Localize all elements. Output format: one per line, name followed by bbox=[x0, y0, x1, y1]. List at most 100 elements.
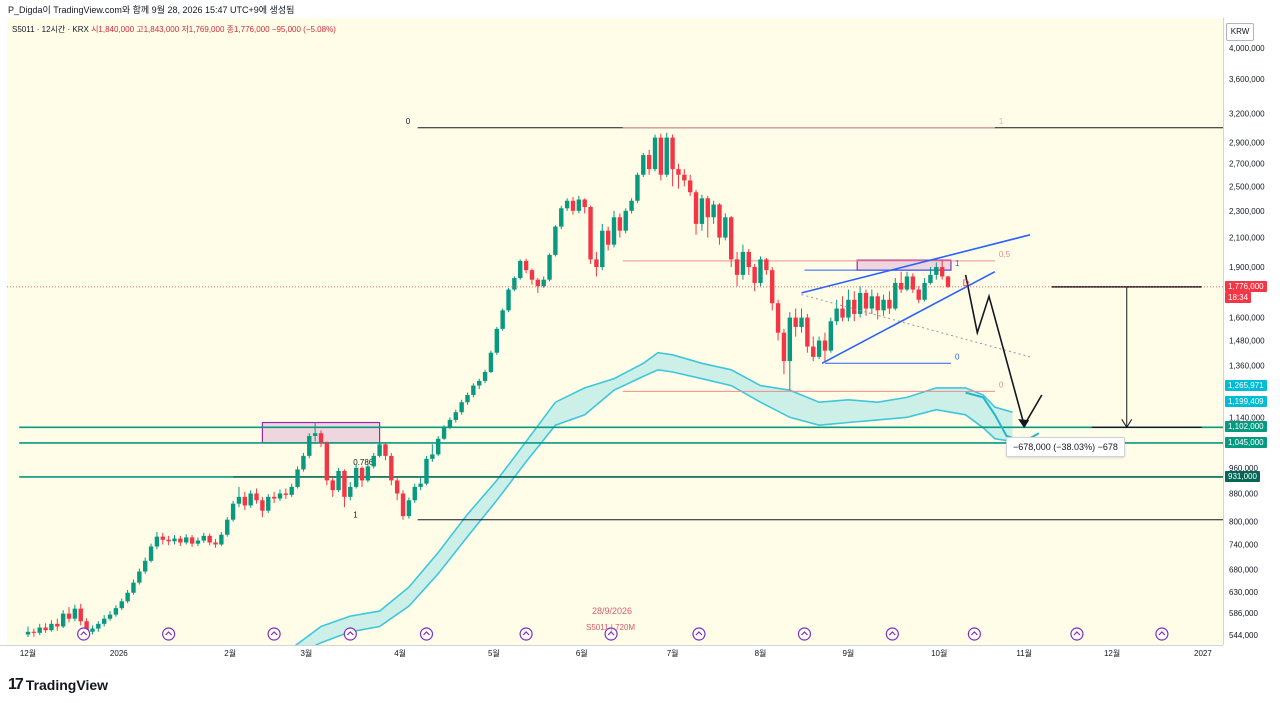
candle-body-7 bbox=[66, 613, 72, 619]
price-tag-1: 1,265,971 bbox=[1225, 380, 1267, 392]
candle-body-137 bbox=[828, 321, 834, 351]
y-tick-label-5: 2,500,000 bbox=[1229, 182, 1265, 191]
currency-badge[interactable]: KRW bbox=[1226, 23, 1254, 41]
candle-body-139 bbox=[840, 308, 845, 318]
candle-body-136 bbox=[822, 340, 828, 351]
level-label-1: 1 bbox=[999, 117, 1004, 126]
candle-body-94 bbox=[576, 199, 582, 211]
x-tick-label-7: 7월 bbox=[667, 648, 679, 658]
candle-body-97 bbox=[594, 259, 599, 268]
candle-body-81 bbox=[500, 310, 505, 329]
candle-body-115 bbox=[699, 198, 705, 224]
candle-body-31 bbox=[207, 535, 212, 543]
candle-body-28 bbox=[189, 537, 195, 544]
legend-close: 종1,776,000 bbox=[226, 25, 270, 34]
candle-body-54 bbox=[342, 470, 347, 497]
candle-body-64 bbox=[400, 493, 406, 517]
candle-body-109 bbox=[664, 137, 669, 175]
candle-body-17 bbox=[125, 592, 130, 602]
candle-body-51 bbox=[324, 442, 330, 481]
event-marker-7 bbox=[692, 627, 706, 641]
measure-arrow bbox=[1121, 419, 1133, 429]
d-marker: D bbox=[963, 278, 970, 288]
candle-body-125 bbox=[758, 259, 763, 283]
candle-body-65 bbox=[406, 500, 412, 517]
candle-body-71 bbox=[441, 427, 447, 439]
x-tick-label-8: 8월 bbox=[755, 648, 767, 658]
candle-body-120 bbox=[729, 217, 734, 260]
candle-body-44 bbox=[283, 493, 289, 495]
legend-change: −95,000 (−5.08%) bbox=[271, 25, 336, 34]
candle-body-18 bbox=[131, 582, 136, 593]
candle-body-20 bbox=[143, 560, 148, 572]
candle-body-8 bbox=[72, 608, 78, 619]
candle-body-62 bbox=[389, 455, 394, 481]
candle-body-15 bbox=[113, 608, 119, 615]
footer-brand[interactable]: 17 TradingView bbox=[8, 676, 108, 694]
candle-body-29 bbox=[195, 540, 201, 544]
candle-body-126 bbox=[764, 259, 769, 271]
tradingview-brand: TradingView bbox=[25, 677, 109, 693]
candle-body-101 bbox=[617, 217, 623, 231]
band-fill bbox=[296, 352, 1013, 645]
measure-label[interactable]: −678,000 (−38.03%) −678 bbox=[1006, 437, 1125, 457]
event-marker-8 bbox=[797, 627, 812, 641]
candle-body-57 bbox=[359, 467, 365, 481]
candle-body-93 bbox=[570, 200, 576, 211]
candle-body-119 bbox=[723, 217, 728, 238]
candle-body-12 bbox=[96, 623, 101, 629]
forecast-arrowhead bbox=[1018, 419, 1030, 429]
dotted-projection bbox=[801, 294, 1031, 358]
candle-body-33 bbox=[219, 534, 224, 545]
candle-body-106 bbox=[646, 155, 652, 170]
candle-body-131 bbox=[793, 317, 798, 327]
candle-body-96 bbox=[588, 207, 593, 260]
legend-high: 고1,843,000 bbox=[136, 25, 180, 34]
fib-small-label-1: 1 bbox=[353, 510, 358, 519]
candle-body-1 bbox=[31, 631, 37, 633]
y-tick-label-2: 3,200,000 bbox=[1229, 110, 1265, 119]
price-tag-3: 1,102,000 bbox=[1225, 421, 1267, 433]
event-marker-glyph-0 bbox=[80, 631, 88, 636]
event-marker-glyph-4 bbox=[423, 631, 430, 636]
candle-body-2 bbox=[37, 627, 42, 633]
candle-body-129 bbox=[781, 332, 787, 362]
legend-open: 시1,840,000 bbox=[91, 25, 135, 34]
candle-body-86 bbox=[529, 270, 535, 280]
candle-body-82 bbox=[506, 289, 511, 311]
candle-body-134 bbox=[811, 346, 816, 357]
candle-body-38 bbox=[248, 493, 253, 506]
candle-body-30 bbox=[201, 535, 206, 541]
event-marker-glyph-2 bbox=[270, 631, 278, 636]
y-tick-label-10: 1,480,000 bbox=[1229, 337, 1265, 346]
candle-body-87 bbox=[535, 279, 541, 287]
candle-body-150 bbox=[904, 276, 910, 290]
fib-small-label-0: 0.786 bbox=[353, 458, 374, 467]
candle-body-79 bbox=[488, 352, 494, 372]
level-label-2: 0.5 bbox=[999, 250, 1011, 259]
time-axis[interactable] bbox=[0, 645, 1223, 663]
y-tick-label-13: 960,000 bbox=[1229, 464, 1258, 473]
event-marker-11 bbox=[1070, 627, 1084, 641]
candle-body-144 bbox=[869, 296, 875, 309]
candle-body-108 bbox=[658, 137, 664, 175]
band-lower-line bbox=[314, 368, 1013, 645]
candle-body-21 bbox=[148, 546, 154, 561]
event-marker-2 bbox=[267, 627, 281, 641]
candle-body-155 bbox=[934, 267, 939, 275]
candle-body-77 bbox=[477, 380, 482, 386]
event-marker-4 bbox=[419, 627, 434, 641]
candle-body-14 bbox=[107, 614, 113, 619]
price-axis[interactable] bbox=[1223, 18, 1280, 645]
candle-body-37 bbox=[242, 496, 248, 506]
candle-body-90 bbox=[553, 226, 558, 255]
symbol-legend: S5011 · 12시간 · KRX 시1,840,000 고1,843,000… bbox=[12, 24, 336, 35]
event-marker-glyph-10 bbox=[970, 631, 978, 636]
candle-body-19 bbox=[137, 571, 142, 583]
candle-body-73 bbox=[453, 412, 458, 420]
event-marker-glyph-3 bbox=[346, 631, 354, 636]
event-marker-glyph-12 bbox=[1158, 631, 1166, 636]
candle-body-69 bbox=[430, 454, 435, 459]
candle-body-88 bbox=[541, 279, 546, 287]
